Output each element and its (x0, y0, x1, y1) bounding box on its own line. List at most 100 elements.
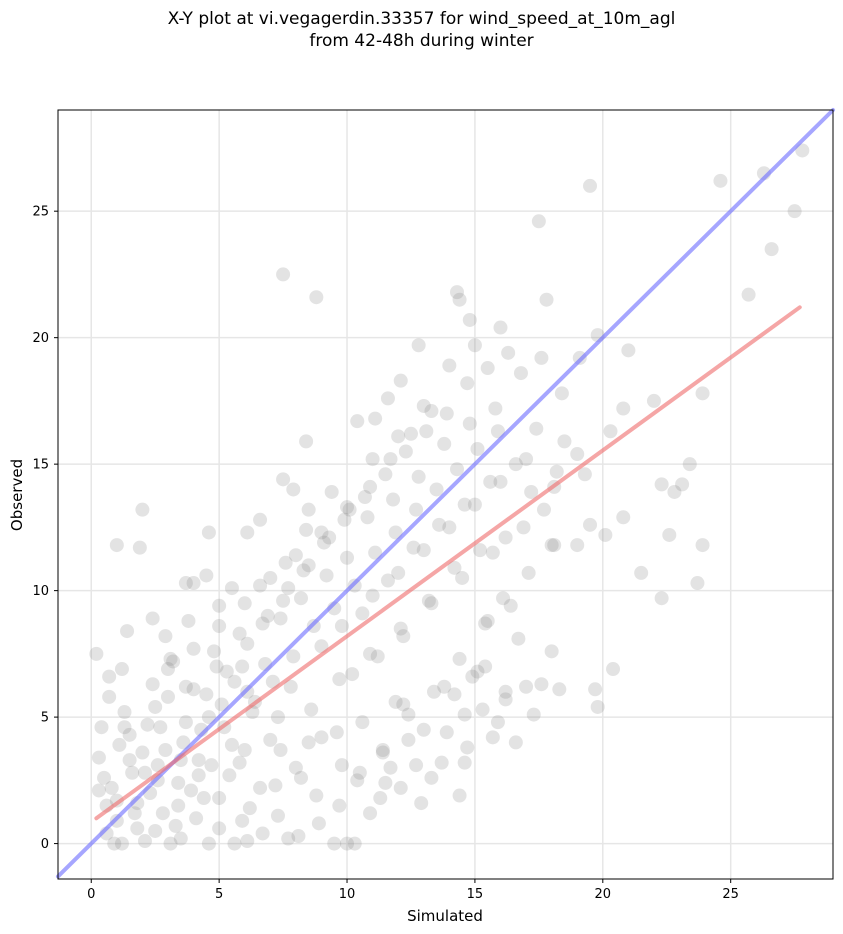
data-point (137, 765, 152, 780)
data-point (235, 813, 250, 828)
data-point (171, 798, 186, 813)
data-point (273, 742, 288, 757)
data-point (153, 720, 168, 735)
data-point (457, 755, 472, 770)
data-point (125, 765, 140, 780)
data-point (150, 758, 165, 773)
data-point (457, 497, 472, 512)
data-point (534, 677, 549, 692)
data-point (232, 626, 247, 641)
data-point (508, 457, 523, 472)
data-point (470, 664, 485, 679)
data-point (391, 565, 406, 580)
data-point (204, 758, 219, 773)
data-point (114, 662, 129, 677)
data-point (340, 550, 355, 565)
data-point (606, 662, 621, 677)
data-point (112, 737, 127, 752)
data-point (148, 823, 163, 838)
data-point (137, 834, 152, 849)
data-point (675, 477, 690, 492)
data-point (268, 778, 283, 793)
data-point (485, 545, 500, 560)
data-point (242, 801, 257, 816)
data-point (363, 646, 378, 661)
data-point (309, 290, 324, 305)
data-point (214, 697, 229, 712)
data-point (521, 565, 536, 580)
data-point (278, 555, 293, 570)
data-point (158, 742, 173, 757)
data-point (299, 522, 314, 537)
data-point (439, 406, 454, 421)
data-point (654, 477, 669, 492)
x-tick-label: 5 (215, 887, 223, 902)
data-point (291, 828, 306, 843)
data-point (511, 631, 526, 646)
data-point (654, 591, 669, 606)
data-point (263, 732, 278, 747)
data-point (365, 588, 380, 603)
data-point (570, 447, 585, 462)
data-point (462, 312, 477, 327)
data-point (345, 667, 360, 682)
data-point (94, 720, 109, 735)
x-axis-label: Simulated (407, 907, 483, 925)
data-point (398, 444, 413, 459)
data-point (442, 520, 457, 535)
data-point (590, 699, 605, 714)
data-point (91, 750, 106, 765)
data-point (212, 821, 227, 836)
data-point (253, 780, 268, 795)
data-point (429, 482, 444, 497)
data-point (158, 629, 173, 644)
data-point (352, 765, 367, 780)
data-point (222, 768, 237, 783)
data-point (416, 722, 431, 737)
y-axis-label: Observed (8, 459, 26, 531)
data-point (393, 373, 408, 388)
data-point (109, 538, 124, 553)
data-point (396, 629, 411, 644)
data-point (380, 391, 395, 406)
data-point (467, 497, 482, 512)
x-tick-label: 20 (595, 887, 612, 902)
data-point (583, 178, 598, 193)
data-point (186, 641, 201, 656)
data-point (260, 608, 275, 623)
data-point (524, 484, 539, 499)
data-point (122, 727, 137, 742)
data-point (178, 679, 193, 694)
data-point (253, 578, 268, 593)
data-point (178, 576, 193, 591)
data-point (682, 457, 697, 472)
grid (58, 110, 833, 879)
data-point (340, 500, 355, 515)
data-point (475, 702, 490, 717)
data-point (375, 745, 390, 760)
data-point (695, 538, 710, 553)
data-point (311, 816, 326, 831)
y-tick-label: 15 (32, 458, 49, 473)
data-point (498, 692, 513, 707)
data-point (155, 806, 170, 821)
data-point (483, 474, 498, 489)
data-point (662, 527, 677, 542)
data-point (314, 730, 329, 745)
data-point (132, 540, 147, 555)
data-point (286, 649, 301, 664)
data-point (386, 492, 401, 507)
data-point (667, 484, 682, 499)
data-point (406, 540, 421, 555)
data-point (227, 836, 242, 851)
x-tick-label: 10 (339, 887, 356, 902)
data-point (227, 674, 242, 689)
data-point (189, 811, 204, 826)
data-point (355, 606, 370, 621)
data-point (508, 735, 523, 750)
data-point (437, 679, 452, 694)
data-point (570, 538, 585, 553)
data-point (393, 780, 408, 795)
data-point (457, 707, 472, 722)
